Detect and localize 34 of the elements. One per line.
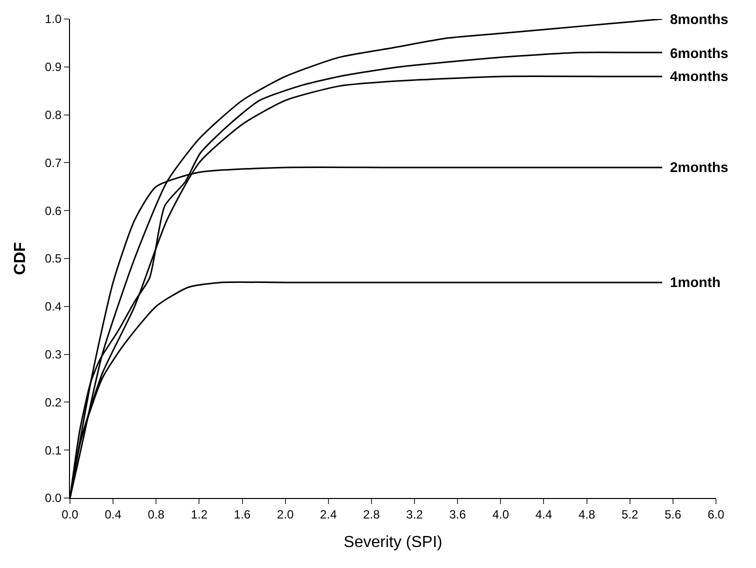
x-tick-label: 2.4 (320, 507, 338, 522)
x-tick-label: 0.4 (104, 507, 122, 522)
y-tick-label: 0.1 (44, 443, 62, 458)
y-tick-label: 1.0 (44, 12, 62, 26)
y-tick-label: 0.6 (44, 204, 62, 218)
y-tick-label: 0.0 (44, 491, 62, 506)
y-axis-title: CDF (12, 242, 29, 275)
series-label: 4months (670, 68, 729, 84)
x-tick-label: 5.2 (622, 507, 639, 522)
y-tick-label: 0.4 (44, 300, 62, 314)
x-tick-label: 5.6 (664, 507, 682, 522)
x-tick-label: 1.6 (234, 507, 251, 522)
x-tick-label: 2.8 (363, 507, 380, 522)
y-tick-label: 0.8 (44, 108, 62, 122)
series-label: 8months (670, 11, 729, 27)
x-tick-label: 0.8 (148, 507, 165, 522)
x-tick-label: 3.2 (406, 507, 424, 522)
y-tick-label: 0.7 (44, 156, 62, 170)
y-tick-label: 0.2 (44, 395, 62, 410)
series-label: 6months (670, 45, 729, 61)
x-tick-label: 4.0 (492, 507, 510, 522)
x-axis-title: Severity (SPI) (344, 534, 442, 552)
x-tick-label: 6.0 (708, 507, 725, 522)
series-label: 2months (670, 159, 729, 175)
x-tick-label: 0.0 (62, 507, 79, 522)
x-tick-label: 1.2 (190, 507, 208, 522)
y-tick-label: 0.3 (44, 348, 62, 362)
x-tick-label: 4.8 (578, 507, 596, 522)
x-tick-label: 3.6 (449, 507, 466, 522)
y-tick-label: 0.9 (44, 60, 62, 74)
series-label: 1month (670, 274, 721, 290)
x-tick-label: 2.0 (276, 507, 294, 522)
y-tick-label: 0.5 (44, 252, 62, 266)
x-tick-label: 4.4 (535, 507, 552, 522)
